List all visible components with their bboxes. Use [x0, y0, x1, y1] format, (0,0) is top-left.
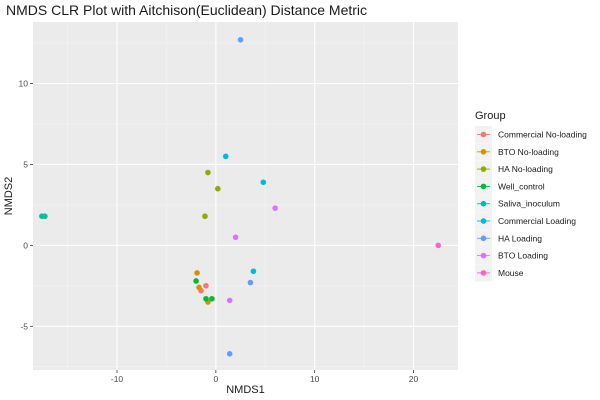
legend-item: Commercial Loading [475, 212, 576, 230]
legend-label: HA No-loading [498, 164, 553, 174]
legend-item: Saliva_inoculum [475, 195, 560, 213]
legend-key-point [480, 183, 487, 190]
data-points [39, 37, 442, 357]
data-point [196, 284, 202, 291]
grid-minor [33, 22, 458, 370]
data-point [272, 205, 278, 211]
legend-label: HA Loading [498, 233, 542, 243]
legend-label: Commercial No-loading [498, 130, 587, 140]
legend-label: BTO No-loading [498, 147, 559, 157]
grid-major [33, 22, 458, 370]
plot-panel [33, 22, 458, 370]
y-tick-label: 0 [23, 240, 28, 250]
x-tick-label: 20 [409, 374, 419, 384]
legend-key-point [480, 252, 487, 259]
legend-item: Well_control [475, 177, 545, 195]
y-tick-label: -5 [20, 321, 28, 331]
data-point [215, 185, 221, 192]
legend: Group Commercial No-loading BTO No-loadin… [475, 110, 587, 282]
legend-key-point [480, 149, 487, 155]
data-point [205, 169, 211, 176]
data-point [247, 279, 254, 286]
legend-key-point [480, 131, 487, 138]
legend-item: HA No-loading [475, 160, 553, 178]
data-point [237, 37, 244, 43]
legend-item: Commercial No-loading [475, 126, 587, 143]
x-tick-label: -10 [111, 374, 124, 384]
data-point [260, 179, 267, 186]
legend-key-point [480, 270, 487, 276]
y-tick-label: 10 [19, 79, 29, 89]
y-tick-label: 5 [23, 159, 28, 169]
y-axis-ticks: -5 0 5 10 [19, 79, 33, 331]
legend-label: Commercial Loading [498, 216, 576, 226]
legend-key-point [480, 235, 487, 242]
legend-label: BTO Loading [498, 251, 548, 261]
legend-label: Well_control [498, 181, 545, 191]
y-axis-title: NMDS2 [3, 177, 15, 216]
legend-key-point [480, 166, 487, 172]
data-point [42, 213, 48, 220]
legend-label: Saliva_inoculum [498, 199, 560, 209]
data-point [232, 234, 239, 241]
data-point [226, 351, 233, 357]
data-point [202, 213, 208, 220]
legend-label: Mouse [498, 268, 524, 278]
legend-title: Group [475, 110, 506, 122]
legend-item: HA Loading [475, 229, 542, 247]
x-axis-ticks: -10 0 10 20 [111, 370, 419, 384]
legend-item: Mouse [475, 264, 524, 282]
x-tick-label: 10 [310, 374, 320, 384]
data-point [194, 270, 200, 276]
x-axis-title: NMDS1 [226, 384, 265, 396]
data-point [203, 295, 209, 302]
data-point [209, 295, 215, 302]
data-point [193, 278, 199, 284]
legend-item: BTO Loading [475, 247, 548, 265]
data-point [226, 297, 233, 304]
data-point [222, 153, 229, 160]
legend-items: Commercial No-loading BTO No-loading HA No… [475, 126, 587, 282]
legend-key-point [480, 200, 487, 207]
data-point [250, 268, 257, 275]
data-point [203, 283, 209, 289]
legend-key-point [480, 218, 487, 224]
x-tick-label: 0 [213, 374, 218, 384]
chart-title: NMDS CLR Plot with Aitchison(Euclidean) … [6, 2, 367, 18]
legend-item: BTO No-loading [475, 143, 559, 161]
data-point [435, 242, 442, 249]
